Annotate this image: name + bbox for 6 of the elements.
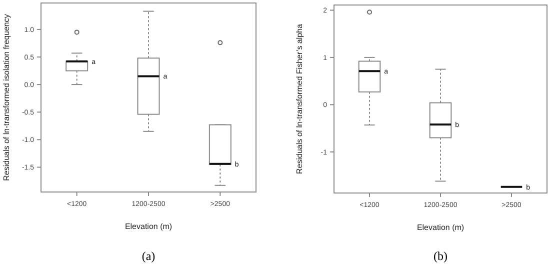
y-axis-title: Residuals of ln-transformed isolation frequency <box>2 14 11 181</box>
text: (b) <box>434 249 448 263</box>
x-axis-title: Elevation (m) <box>416 223 464 232</box>
y-axis-title: Residuals of ln-transformed Fisher’s alpha <box>295 23 304 174</box>
text: (a) <box>142 249 156 263</box>
x-axis-title: Elevation (m) <box>124 222 172 231</box>
